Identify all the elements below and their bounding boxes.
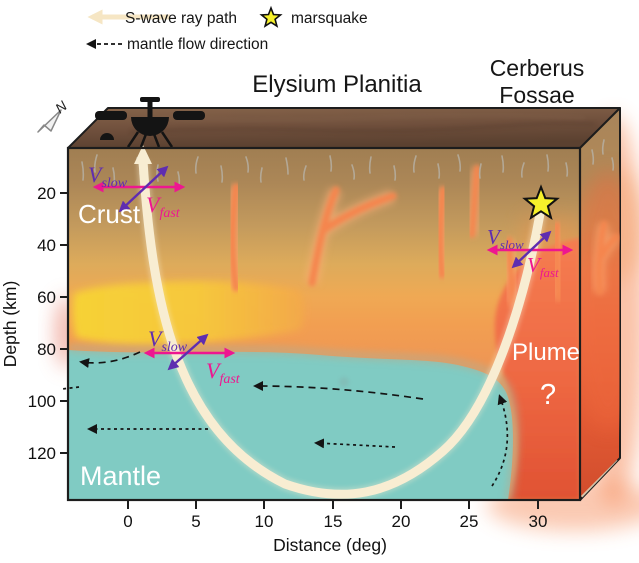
x-tick-label: 20 — [392, 512, 411, 531]
mantle-layer — [68, 350, 513, 500]
x-tick-label: 15 — [324, 512, 343, 531]
x-tick-labels: 0 5 10 15 20 25 30 — [123, 512, 547, 531]
flow-arrow-segment — [61, 386, 80, 390]
anisotropy-cerberus: Vslow Vfast — [486, 225, 574, 280]
vslow-label: Vslow — [487, 225, 524, 252]
anisotropy-mantle: Vslow Vfast — [143, 326, 241, 387]
mantle-smudge — [339, 377, 349, 387]
legend-marsquake-label: marsquake — [291, 10, 368, 27]
svg-text:Fossae: Fossae — [499, 82, 574, 108]
legend-flow-label: mantle flow direction — [127, 36, 268, 53]
dike — [433, 186, 450, 279]
vslow-arrow-icon — [118, 165, 169, 213]
flow-arrow — [491, 394, 509, 487]
legend: S-wave ray path marsquake mantle flow di… — [86, 5, 368, 53]
flow-arrow — [79, 351, 141, 368]
north-compass-icon: N — [37, 97, 71, 133]
x-tick-label: 30 — [529, 512, 548, 531]
zone-label-plume: Plume — [512, 339, 580, 366]
dike — [550, 222, 565, 301]
legend-marsquake-star-icon — [259, 5, 283, 28]
ray-arrowhead — [134, 145, 152, 164]
zone-label-mantle: Mantle — [80, 461, 161, 491]
seismometer-icon — [100, 133, 114, 140]
x-axis — [127, 500, 539, 509]
y-tick-label: 60 — [37, 288, 56, 307]
y-tick-label: 80 — [37, 340, 56, 359]
s-wave-ray-path — [134, 145, 547, 501]
x-tick-label: 25 — [460, 512, 479, 531]
yellow-low-velocity-zone — [72, 281, 305, 346]
surface-texture-streak — [129, 121, 596, 134]
y-tick-label: 120 — [28, 444, 56, 463]
x-tick-label: 10 — [255, 512, 274, 531]
surface-texture-streak — [159, 114, 586, 122]
region-label-elysium: Elysium Planitia — [252, 71, 422, 98]
vfast-label: Vfast — [527, 253, 559, 280]
y-tick-label: 20 — [37, 184, 56, 203]
vfast-label: Vfast — [206, 358, 241, 387]
vslow-arrow-icon — [511, 230, 552, 269]
region-label-cerberus: Cerberus Fossae — [490, 55, 585, 108]
x-tick-label: 0 — [123, 512, 132, 531]
vslow-label: Vslow — [88, 162, 128, 191]
y-tick-labels: 20 40 60 80 100 120 — [28, 184, 56, 463]
block-top-face — [67, 107, 621, 149]
y-tick-label: 100 — [28, 392, 56, 411]
zone-label-question: ? — [540, 379, 556, 411]
legend-swave-label: S-wave ray path — [125, 10, 237, 27]
vslow-label: Vslow — [148, 326, 188, 355]
north-label: N — [52, 97, 71, 116]
dike — [466, 165, 483, 238]
dike — [226, 183, 243, 292]
y-tick-label: 40 — [37, 236, 56, 255]
flow-arrow — [253, 381, 424, 400]
x-axis-title: Distance (deg) — [273, 535, 387, 555]
mantle-flow-arrows — [61, 351, 509, 487]
insight-lander-icon — [95, 97, 205, 148]
vfast-label: Vfast — [146, 192, 181, 221]
zone-label-crust: Crust — [78, 199, 141, 229]
vslow-arrow-icon — [167, 333, 209, 371]
y-axis — [60, 192, 68, 454]
y-axis-title: Depth (km) — [0, 281, 20, 368]
flow-arrow — [314, 438, 396, 449]
x-tick-label: 5 — [191, 512, 200, 531]
dike — [305, 186, 397, 287]
svg-text:Cerberus: Cerberus — [490, 55, 585, 81]
anisotropy-crust: Vslow Vfast — [88, 162, 186, 221]
plot-border — [66, 146, 582, 502]
marsquake-star-icon — [522, 184, 560, 221]
side-dike — [593, 221, 620, 295]
crust-cracks — [81, 154, 569, 186]
side-cracks — [591, 139, 615, 171]
